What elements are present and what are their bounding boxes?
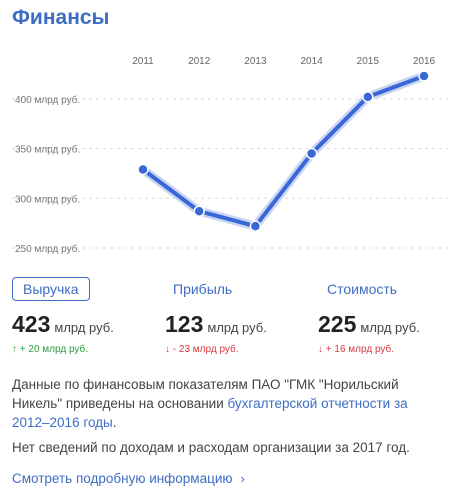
data-point-2016[interactable]: [418, 70, 430, 82]
revenue-line-chart: 2011 2012 2013 2014 2015 2016 250 млрд руб. 30…: [12, 56, 448, 255]
series-line: [141, 73, 426, 229]
metric-revenue-unit: млрд руб.: [54, 320, 114, 335]
metric-revenue-value: 423: [12, 311, 51, 337]
no-data-note: Нет сведений по доходам и расходам орган…: [12, 440, 410, 455]
metric-profit-delta: ↓ - 23 млрд руб.: [165, 344, 239, 355]
x-tick-label-2011: 2011: [132, 56, 154, 67]
data-source-text: Данные по финансовым показателям ПАО "ГМ…: [12, 377, 399, 411]
y-tick-label-350: 350 млрд руб.: [15, 144, 80, 156]
metric-value-value: 225: [318, 311, 357, 337]
data-point-2013[interactable]: [249, 220, 262, 232]
data-point-2015[interactable]: [362, 91, 374, 103]
metric-profit: 123 млрд руб.: [165, 311, 267, 338]
metric-value-unit: млрд руб.: [360, 320, 420, 335]
y-tick-label-400: 400 млрд руб.: [15, 94, 80, 106]
metric-value: 225 млрд руб.: [318, 311, 420, 338]
y-tick-label-300: 300 млрд руб.: [15, 193, 80, 205]
x-tick-label-2015: 2015: [357, 56, 380, 67]
y-tick-label-250: 250 млрд руб.: [15, 243, 80, 255]
x-tick-label-2012: 2012: [188, 56, 211, 67]
metric-revenue-delta: ↑ + 20 млрд руб.: [12, 344, 89, 355]
tab-value[interactable]: Стоимость: [327, 281, 398, 297]
series-line-glow: [138, 71, 429, 231]
chevron-right-icon: ›: [240, 471, 245, 486]
more-info-label: Смотреть подробную информацию: [12, 471, 233, 486]
x-tick-label-2013: 2013: [244, 56, 267, 67]
data-source-note: Данные по финансовым показателям ПАО "ГМ…: [12, 375, 448, 432]
x-tick-label-2016: 2016: [413, 56, 436, 67]
metric-profit-unit: млрд руб.: [207, 320, 267, 335]
x-tick-label-2014: 2014: [300, 56, 323, 67]
data-point-2012[interactable]: [193, 205, 205, 217]
more-info-link[interactable]: Смотреть подробную информацию ›: [12, 471, 245, 486]
tab-revenue[interactable]: Выручка: [12, 277, 90, 301]
page-title: Финансы: [12, 6, 110, 29]
metric-value-delta: ↓ + 16 млрд руб.: [318, 344, 395, 355]
data-point-2011[interactable]: [137, 163, 149, 176]
metric-tabs: Выручка Прибыль Стоимость: [0, 277, 460, 303]
metric-revenue: 423 млрд руб.: [12, 311, 114, 338]
tab-profit[interactable]: Прибыль: [173, 281, 233, 297]
data-source-end: .: [112, 415, 117, 430]
metric-profit-value: 123: [165, 311, 204, 337]
accounting-report-link[interactable]: бухгалтерской отчетности за 2012–2016 го…: [12, 396, 408, 430]
data-point-2014[interactable]: [305, 147, 318, 160]
